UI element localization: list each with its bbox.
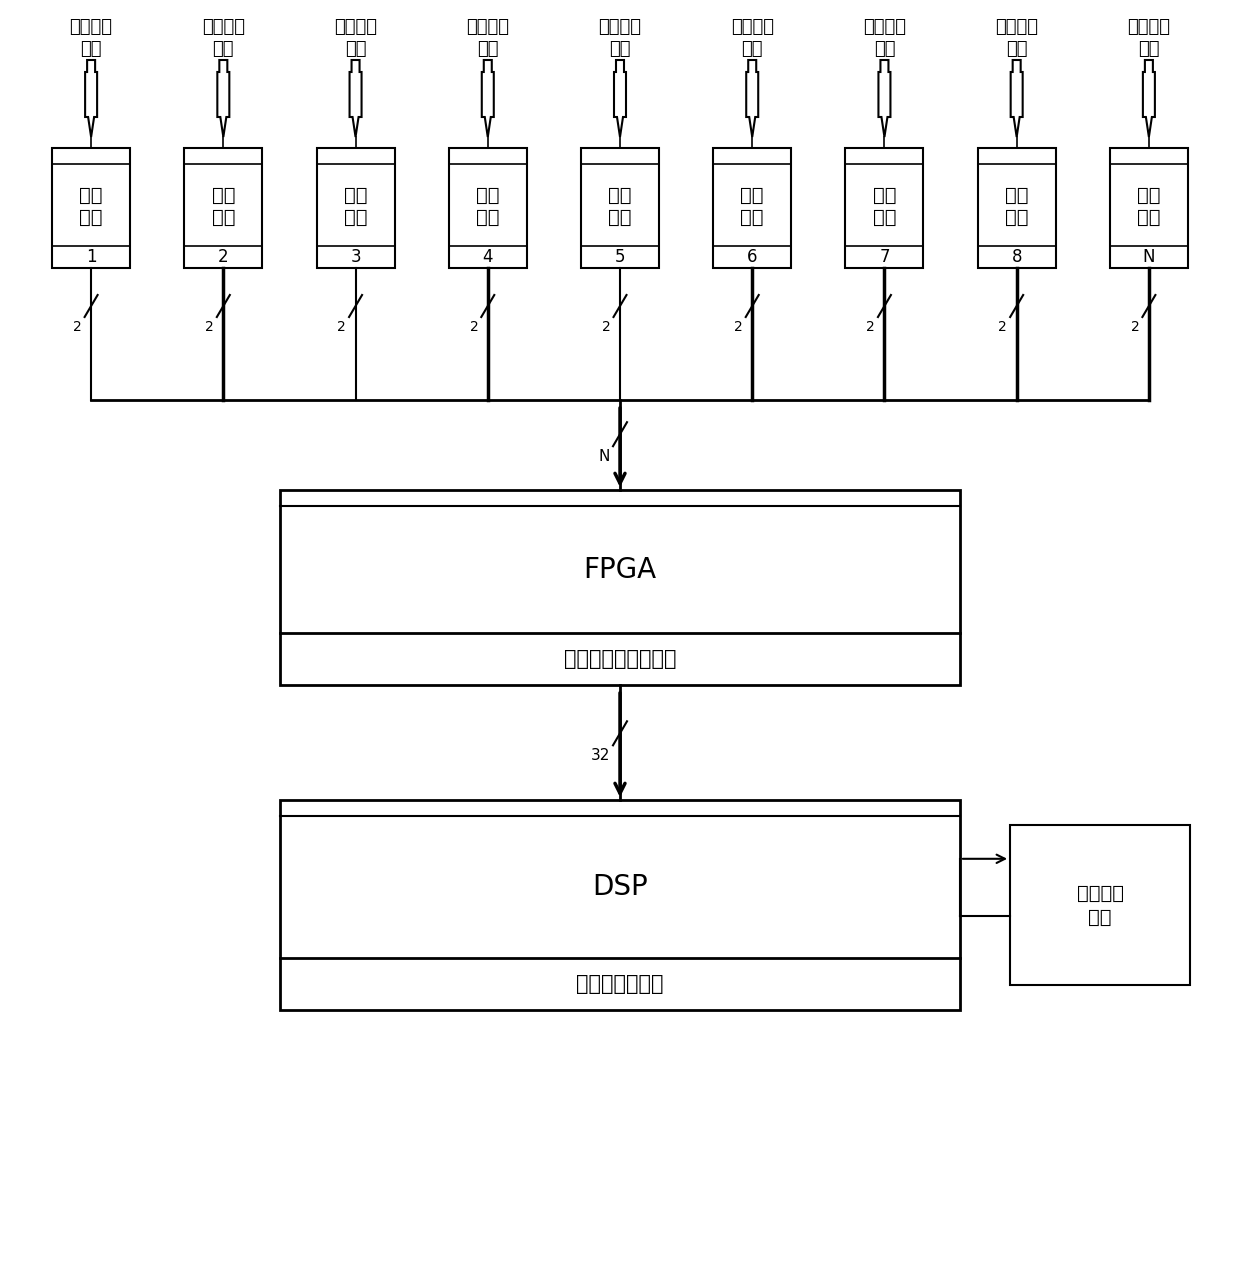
Text: N: N bbox=[599, 449, 610, 464]
Text: 数据通信: 数据通信 bbox=[1076, 884, 1123, 903]
Text: 6: 6 bbox=[746, 248, 758, 266]
Text: 输入: 输入 bbox=[345, 40, 366, 58]
Text: 降螺数据: 降螺数据 bbox=[202, 18, 244, 36]
Text: 降螺数据: 降螺数据 bbox=[863, 18, 906, 36]
Polygon shape bbox=[878, 60, 890, 137]
Text: 32: 32 bbox=[590, 748, 610, 764]
Text: 数据: 数据 bbox=[740, 185, 764, 205]
Text: 输入: 输入 bbox=[742, 40, 763, 58]
Bar bbox=[977, 148, 1055, 269]
Text: 转换: 转换 bbox=[1004, 207, 1028, 226]
Polygon shape bbox=[482, 60, 494, 137]
Bar bbox=[1011, 825, 1190, 985]
Text: DSP: DSP bbox=[593, 874, 647, 900]
Bar bbox=[280, 490, 960, 686]
Text: 输入: 输入 bbox=[81, 40, 102, 58]
Text: 2: 2 bbox=[205, 320, 213, 334]
Text: 数据处理与分发: 数据处理与分发 bbox=[577, 975, 663, 994]
Polygon shape bbox=[217, 60, 229, 137]
Text: 输入: 输入 bbox=[1138, 40, 1159, 58]
Text: 降螺数据: 降螺数据 bbox=[1127, 18, 1171, 36]
Text: 转换: 转换 bbox=[343, 207, 367, 226]
Text: 2: 2 bbox=[218, 248, 228, 266]
Text: 模块: 模块 bbox=[1089, 908, 1112, 926]
Text: 5: 5 bbox=[615, 248, 625, 266]
Text: 降螺数据: 降螺数据 bbox=[466, 18, 510, 36]
Text: 降螺数据: 降螺数据 bbox=[730, 18, 774, 36]
Text: 4: 4 bbox=[482, 248, 494, 266]
Text: 转换: 转换 bbox=[609, 207, 631, 226]
Text: 数据: 数据 bbox=[476, 185, 500, 205]
Text: 数据: 数据 bbox=[212, 185, 236, 205]
Text: 数据: 数据 bbox=[343, 185, 367, 205]
Text: 输入: 输入 bbox=[1006, 40, 1028, 58]
Bar bbox=[582, 148, 658, 269]
Polygon shape bbox=[86, 60, 97, 137]
Text: 降螺数据: 降螺数据 bbox=[599, 18, 641, 36]
Text: 输入: 输入 bbox=[212, 40, 234, 58]
Bar bbox=[713, 148, 791, 269]
Text: 2: 2 bbox=[601, 320, 610, 334]
Text: 转换: 转换 bbox=[212, 207, 236, 226]
Text: 转换: 转换 bbox=[79, 207, 103, 226]
Text: N: N bbox=[1142, 248, 1156, 266]
Text: 2: 2 bbox=[470, 320, 479, 334]
Text: 1: 1 bbox=[86, 248, 97, 266]
Text: FPGA: FPGA bbox=[584, 555, 656, 583]
Text: 降螺数据: 降螺数据 bbox=[69, 18, 113, 36]
Bar bbox=[449, 148, 527, 269]
Text: 降螺数据: 降螺数据 bbox=[334, 18, 377, 36]
Text: 2: 2 bbox=[337, 320, 346, 334]
Text: 2: 2 bbox=[998, 320, 1007, 334]
Bar bbox=[1110, 148, 1188, 269]
Text: 2: 2 bbox=[73, 320, 82, 334]
Text: 输入: 输入 bbox=[477, 40, 498, 58]
Text: 3: 3 bbox=[350, 248, 361, 266]
Bar bbox=[316, 148, 394, 269]
Text: 2: 2 bbox=[1131, 320, 1140, 334]
Text: 输入: 输入 bbox=[874, 40, 895, 58]
Bar bbox=[846, 148, 924, 269]
Text: 转换: 转换 bbox=[1137, 207, 1161, 226]
Polygon shape bbox=[350, 60, 362, 137]
Text: 数据采集与打包分发: 数据采集与打包分发 bbox=[564, 648, 676, 669]
Text: 转换: 转换 bbox=[476, 207, 500, 226]
Polygon shape bbox=[1143, 60, 1154, 137]
Text: 8: 8 bbox=[1012, 248, 1022, 266]
Bar bbox=[280, 799, 960, 1010]
Text: 输入: 输入 bbox=[609, 40, 631, 58]
Text: 降螺数据: 降螺数据 bbox=[996, 18, 1038, 36]
Bar bbox=[52, 148, 130, 269]
Text: 2: 2 bbox=[734, 320, 743, 334]
Text: 转换: 转换 bbox=[873, 207, 897, 226]
Polygon shape bbox=[746, 60, 758, 137]
Polygon shape bbox=[1011, 60, 1023, 137]
Text: 数据: 数据 bbox=[609, 185, 631, 205]
Text: 数据: 数据 bbox=[1137, 185, 1161, 205]
Text: 数据: 数据 bbox=[79, 185, 103, 205]
Text: 转换: 转换 bbox=[740, 207, 764, 226]
Text: 数据: 数据 bbox=[1004, 185, 1028, 205]
Text: 2: 2 bbox=[867, 320, 875, 334]
Bar bbox=[185, 148, 263, 269]
Polygon shape bbox=[614, 60, 626, 137]
Text: 7: 7 bbox=[879, 248, 889, 266]
Text: 数据: 数据 bbox=[873, 185, 897, 205]
